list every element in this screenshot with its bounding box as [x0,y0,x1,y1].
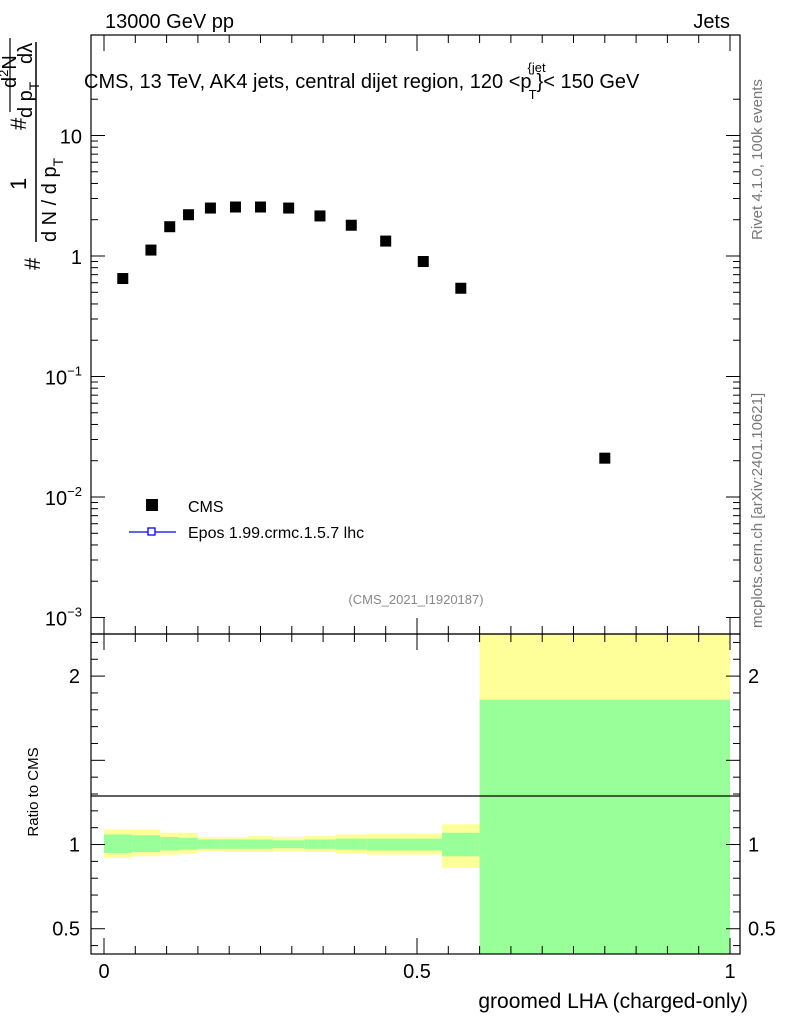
ratio-band-green-7 [273,840,305,849]
y-label-hash-2: # [6,117,31,130]
main-y-ticks: 10 1 10−1 10−2 10−3 [45,98,740,631]
x-tick-label-2: 1 [724,961,735,983]
y-label-dlambda: dλ [15,43,37,64]
cms-data-point-8 [314,210,326,222]
cms-data-point-2 [164,221,176,233]
x-tick-label-0: 0 [98,961,109,983]
legend-cms-marker [146,499,158,511]
rivet-version-label: Rivet 4.1.0, 100k events [749,79,766,240]
main-plot-frame [90,34,741,635]
ratio-band-green-9 [335,838,367,850]
y-tick-label-4: 10−3 [45,605,82,631]
ratio-y-tick-label-left-0: 2 [69,666,80,688]
y-tick-label-3: 10−2 [45,484,82,510]
cms-data-point-12 [455,282,467,294]
plot-title: CMS, 13 TeV, AK4 jets, central dijet reg… [84,60,640,102]
ratio-band-green-10 [366,838,405,851]
y-label-dpt: d pT [15,81,42,118]
header-category: Jets [693,11,730,33]
legend-epos-marker [147,527,156,536]
ratio-y-axis-label: Ratio to CMS [25,747,42,836]
legend: CMS Epos 1.99.crmc.1.5.7 lhc [129,499,364,542]
ratio-y-tick-label-right-0: 2 [748,666,759,688]
ratio-y-tick-label-right-2: 0.5 [748,919,776,941]
ratio-band-green-0 [104,834,133,853]
y-tick-label-2: 10−1 [45,364,82,390]
ratio-y-tick-label-left-1: 1 [69,835,80,857]
legend-cms-label: CMS [188,499,224,516]
cms-data-point-13 [599,452,611,464]
cms-data-point-4 [204,202,216,214]
ratio-band-green-1 [132,835,161,853]
cms-data-point-6 [255,201,266,213]
analysis-id: (CMS_2021_I1920187) [348,592,483,607]
cms-data-point-1 [145,244,157,256]
x-tick-label-1: 0.5 [403,961,431,983]
header-process: 13000 GeV pp [105,11,234,33]
legend-epos-label: Epos 1.99.crmc.1.5.7 lhc [188,525,364,542]
cms-data-points [117,201,611,464]
cms-data-point-11 [417,256,429,268]
ratio-band-green-3 [179,837,198,850]
x-axis-label: groomed LHA (charged-only) [478,990,748,1013]
cms-data-point-10 [380,235,392,247]
ratio-y-tick-label-right-1: 1 [748,835,759,857]
main-y-axis-label: # 1 d N / d pT # d2N d pT dλ [0,38,66,270]
ratio-band-green-8 [304,839,336,849]
y-label-dndpt: d N / d pT [39,157,66,242]
ratio-band-green-5 [222,839,248,849]
y-tick-label-0: 10 [60,127,82,149]
ratio-ticks: 2 2 1 1 0.5 0.5 [52,641,776,947]
ratio-band-green-12 [442,832,480,857]
ratio-band-green-13 [479,699,730,954]
y-tick-label-1: 1 [71,247,82,269]
mcplots-source-label: mcplots.cern.ch [arXiv:2401.10621] [749,393,766,628]
ratio-band-green-11 [404,838,443,851]
cms-data-point-7 [283,202,295,214]
ratio-band-green-6 [247,839,274,849]
y-label-hash-1: # [20,257,45,270]
ratio-band-green-4 [197,839,223,849]
ratio-band-green-2 [160,836,180,851]
y-label-one: 1 [6,178,31,190]
ratio-y-tick-label-left-2: 0.5 [52,919,80,941]
cms-data-point-3 [183,209,195,221]
ratio-bands [104,634,730,954]
cms-data-point-0 [117,273,129,285]
main-x-ticks: 0 0.5 1 [98,35,736,983]
cms-data-point-5 [229,201,241,213]
cms-data-point-9 [345,219,357,231]
